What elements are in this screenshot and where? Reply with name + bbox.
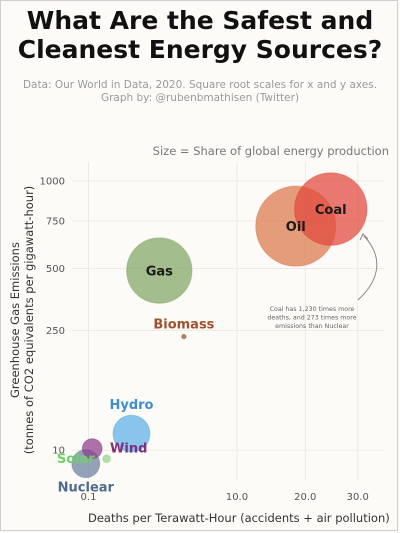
- annotation-arrow: [357, 235, 378, 301]
- y-tick-label: 10: [52, 446, 65, 457]
- bubble-labels: Coal Oil Gas Biomass Hydro Solar Wind Nuclear: [57, 203, 347, 495]
- x-axis-label: Deaths per Terawatt-Hour (accidents + ai…: [88, 511, 390, 525]
- chart-subtitle: Data: Our World in Data, 2020. Square ro…: [0, 79, 400, 105]
- annotation-text: emissions than Nuclear: [275, 323, 349, 330]
- bubble-gas: [126, 237, 193, 304]
- subtitle-source: Data: Our World in Data, 2020. Square ro…: [22, 79, 378, 91]
- bubbles: [71, 172, 368, 479]
- bubble-solar: [102, 454, 111, 464]
- bubble-biomass: [181, 333, 187, 340]
- annotation-text: deaths, and 273 times more: [267, 315, 356, 322]
- y-tick-label: 750: [46, 216, 65, 227]
- size-legend-note: Size = Share of global energy production: [152, 144, 389, 158]
- y-axis-label-line-1: Greenhouse Gas Emissions: [8, 242, 22, 398]
- subtitle-author: Graph by: @rubenbmathisen (Twitter): [100, 92, 300, 104]
- label-solar: Solar: [57, 452, 96, 467]
- x-tick-label: 30.0: [347, 492, 369, 503]
- y-tick-label: 1000: [40, 176, 65, 187]
- title-line-1: What Are the Safest and: [26, 6, 374, 35]
- label-biomass: Biomass: [153, 317, 214, 332]
- label-nuclear: Nuclear: [58, 481, 115, 496]
- annotation: Coal has 1,230 times more deaths, and 273…: [267, 233, 378, 330]
- y-tick-label: 500: [46, 264, 65, 275]
- x-tick-label: 0.1: [81, 492, 97, 503]
- label-oil: Oil: [286, 220, 306, 235]
- x-tick-label: 20.0: [294, 492, 316, 503]
- title-line-2: Cleanest Energy Sources?: [17, 35, 383, 64]
- y-tick-label: 250: [46, 326, 65, 337]
- label-coal: Coal: [315, 203, 347, 218]
- bubble-hydro: [112, 414, 151, 453]
- label-wind: Wind: [110, 442, 147, 457]
- x-tick-label: 10.0: [226, 492, 248, 503]
- y-axis-label-line-2: (tonnes of CO2 equivalents per gigawatt-…: [22, 185, 36, 455]
- y-axis-label: Greenhouse Gas Emissions (tonnes of CO2 …: [8, 186, 36, 455]
- axis-ticks: 10 250 500 750 1000 0.1 10.0 20.0 30.0: [40, 176, 369, 503]
- annotation-text: Coal has 1,230 times more: [270, 306, 355, 313]
- label-hydro: Hydro: [109, 398, 153, 413]
- label-gas: Gas: [146, 265, 173, 280]
- bubble-coal: [294, 172, 368, 246]
- annotation-arrowhead: [359, 233, 369, 241]
- chart-title: What Are the Safest and Cleanest Energy S…: [0, 6, 400, 64]
- bubble-wind: [81, 438, 103, 459]
